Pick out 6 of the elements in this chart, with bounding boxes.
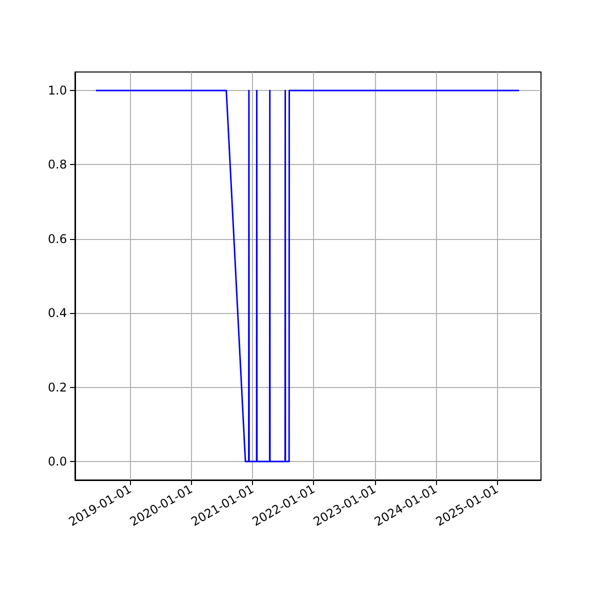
- y-tick-label: 0.4: [48, 306, 67, 320]
- y-tick-label: 0.6: [48, 232, 67, 246]
- y-tick-label: 1.0: [48, 84, 67, 98]
- y-tick-label: 0.0: [48, 454, 67, 468]
- y-tick-label: 0.2: [48, 380, 67, 394]
- y-tick-label: 0.8: [48, 158, 67, 172]
